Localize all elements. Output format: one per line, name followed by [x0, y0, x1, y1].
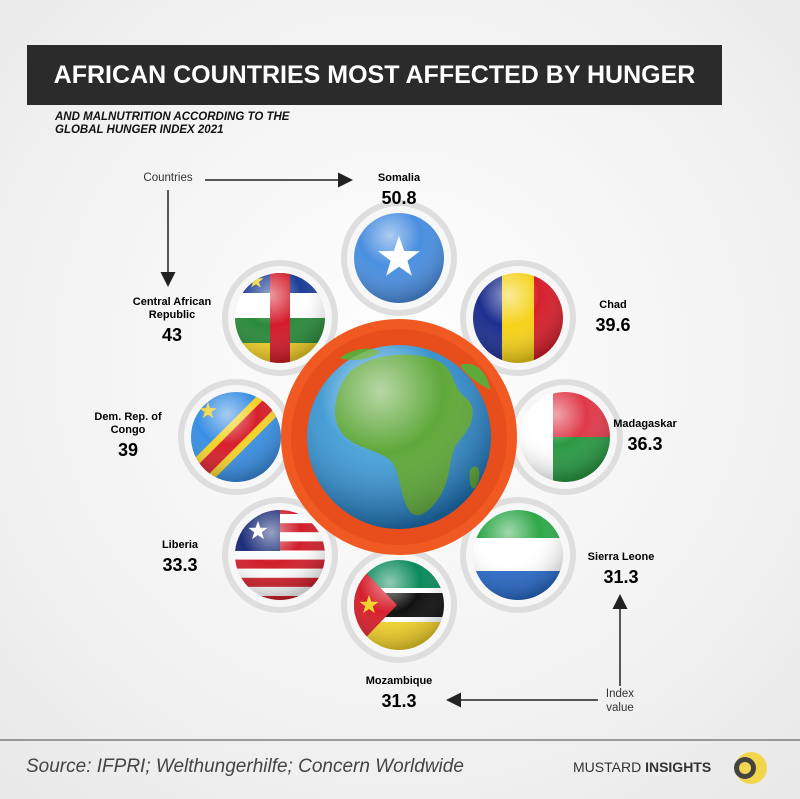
country-label: Central African Republic 43 [125, 296, 220, 346]
flag-gloss [520, 392, 610, 482]
flag [354, 213, 444, 303]
country-name: Madagaskar [613, 418, 677, 430]
source: Source: IFPRI; Welthungerhilfe; Concern … [26, 756, 464, 777]
flag-gloss [354, 560, 444, 650]
country-name: Mozambique [365, 675, 433, 687]
flag [191, 392, 281, 482]
flag-gloss [473, 273, 563, 363]
index-value: 36.3 [627, 434, 663, 454]
country-label: Sierra Leone 31.3 [576, 551, 666, 588]
index-value: 31.3 [603, 567, 639, 587]
index-value: 39 [117, 440, 139, 460]
countries-annotation: Countries [143, 172, 193, 184]
arrows [160, 172, 628, 708]
country-name: Somalia [377, 172, 421, 184]
country-label: Dem. Rep. of Congo 39 [93, 411, 163, 461]
flag-gloss [354, 213, 444, 303]
country-name: Dem. Rep. of Congo [94, 411, 162, 436]
country-name: Chad [599, 299, 627, 311]
brand-name: MUSTARD [573, 759, 642, 775]
title-bar [27, 45, 722, 105]
index-value: 50.8 [381, 188, 417, 208]
flag-gloss [235, 273, 325, 363]
flag-gloss [235, 510, 325, 600]
title: AFRICAN COUNTRIES MOST AFFECTED BY HUNGE… [53, 61, 696, 89]
brand: MUSTARD INSIGHTS [573, 759, 711, 775]
flag-gloss [191, 392, 281, 482]
index-value: 43 [161, 325, 183, 345]
index-value: 33.3 [162, 555, 198, 575]
index-value: 39.6 [595, 315, 631, 335]
index-value: 31.3 [381, 691, 417, 711]
flag [520, 392, 610, 482]
flag [235, 510, 325, 600]
country-label: Mozambique 31.3 [354, 675, 444, 712]
subtitle: AND MALNUTRITION ACCORDING TO THE GLOBAL… [55, 111, 290, 136]
logo [734, 752, 767, 784]
index-annotation: Index value [605, 688, 635, 714]
country-label: Chad 39.6 [568, 299, 658, 336]
country-label: Madagaskar 36.3 [600, 418, 690, 455]
country-name: Sierra Leone [587, 551, 655, 563]
globe [281, 319, 517, 555]
country-name: Central African Republic [132, 296, 212, 321]
country-label: Somalia 50.8 [354, 172, 444, 209]
country-label: Liberia 33.3 [135, 539, 225, 576]
flag-gloss [473, 510, 563, 600]
brand-bold: INSIGHTS [645, 759, 712, 775]
country-name: Liberia [161, 539, 199, 551]
